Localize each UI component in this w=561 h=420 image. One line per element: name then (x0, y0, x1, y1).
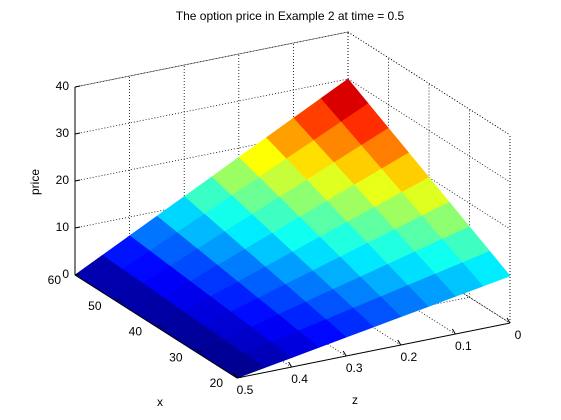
price-axis-label: price (28, 169, 42, 195)
tick-mark (115, 299, 121, 302)
tick-mark (397, 339, 402, 346)
tick-mark (196, 350, 202, 353)
chart-title: The option price in Example 2 at time = … (176, 9, 405, 23)
tick-mark (506, 317, 511, 324)
price-tick-label: 0 (62, 267, 69, 281)
tick-mark (74, 226, 81, 229)
x-tick-label: 40 (129, 325, 143, 339)
z-tick-label: 0.5 (237, 383, 254, 397)
price-tick-label: 10 (56, 220, 70, 234)
tick-mark (155, 325, 162, 327)
tick-mark (74, 179, 81, 182)
tick-mark (74, 273, 81, 276)
tick-mark (342, 350, 347, 357)
x-tick-label: 30 (169, 350, 183, 364)
grid-line (347, 125, 511, 230)
grid-line (347, 219, 511, 324)
tick-mark (74, 132, 81, 135)
grid-line (347, 31, 511, 136)
z-tick-label: 0.1 (455, 339, 472, 353)
tick-mark (74, 85, 81, 88)
z-axis (236, 322, 511, 379)
x-tick-label: 50 (88, 299, 102, 313)
z-tick-label: 0.2 (400, 350, 417, 364)
x-axis-label: x (157, 395, 163, 409)
z-tick-label: 0.3 (346, 361, 363, 375)
price-tick-label: 30 (56, 126, 70, 140)
price-tick-label: 20 (56, 173, 70, 187)
tick-mark (451, 328, 456, 335)
tick-mark (236, 376, 243, 379)
z-tick-label: 0.4 (291, 372, 308, 386)
z-axis-label: z (352, 393, 358, 407)
x-tick-label: 20 (210, 376, 224, 390)
grid-line (347, 78, 511, 183)
tick-mark (233, 372, 238, 379)
price-tick-label: 40 (56, 79, 70, 93)
z-tick-label: 0 (515, 328, 522, 342)
tick-mark (288, 361, 293, 368)
x-tick-label: 60 (48, 273, 62, 287)
